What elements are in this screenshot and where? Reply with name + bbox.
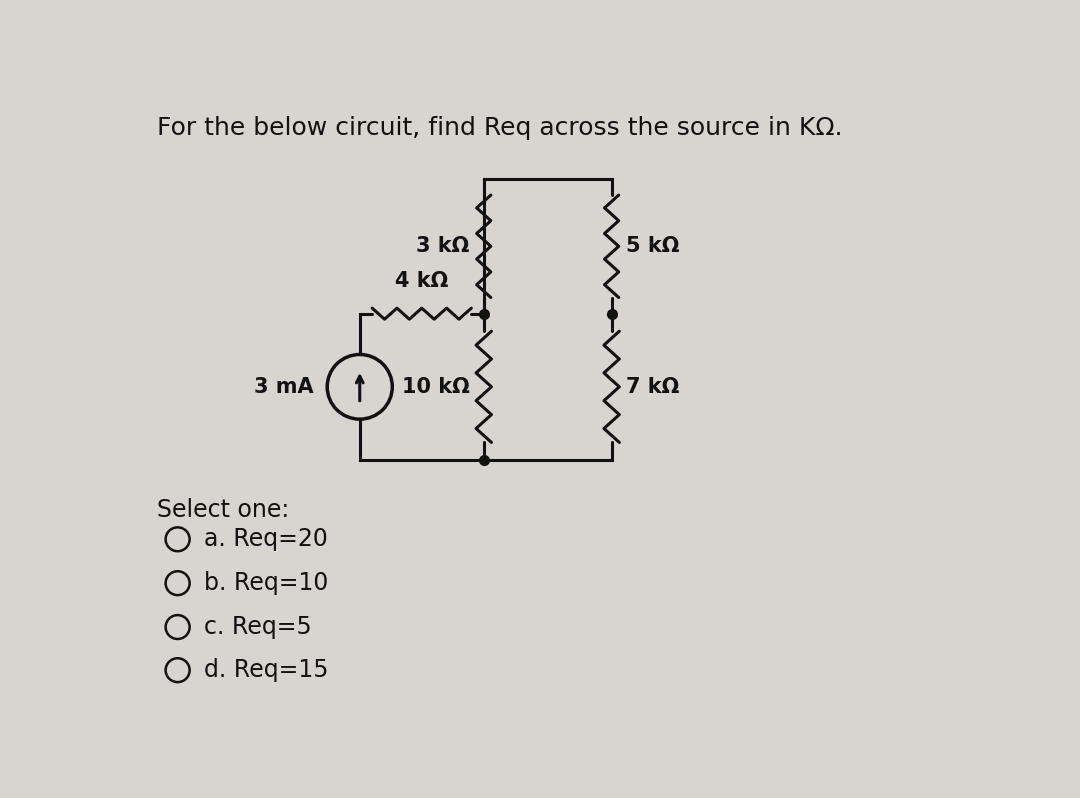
Text: For the below circuit, find Req across the source in KΩ.: For the below circuit, find Req across t… (157, 116, 842, 140)
Text: d. Req=15: d. Req=15 (204, 658, 328, 682)
Text: Select one:: Select one: (157, 499, 289, 523)
Text: 4 kΩ: 4 kΩ (395, 271, 448, 290)
Text: 7 kΩ: 7 kΩ (625, 377, 679, 397)
Text: 3 kΩ: 3 kΩ (417, 236, 470, 256)
Text: 10 kΩ: 10 kΩ (402, 377, 470, 397)
Text: 3 mA: 3 mA (254, 377, 313, 397)
Text: c. Req=5: c. Req=5 (204, 615, 311, 639)
Text: b. Req=10: b. Req=10 (204, 571, 328, 595)
Text: 5 kΩ: 5 kΩ (625, 236, 679, 256)
Text: a. Req=20: a. Req=20 (204, 527, 327, 551)
